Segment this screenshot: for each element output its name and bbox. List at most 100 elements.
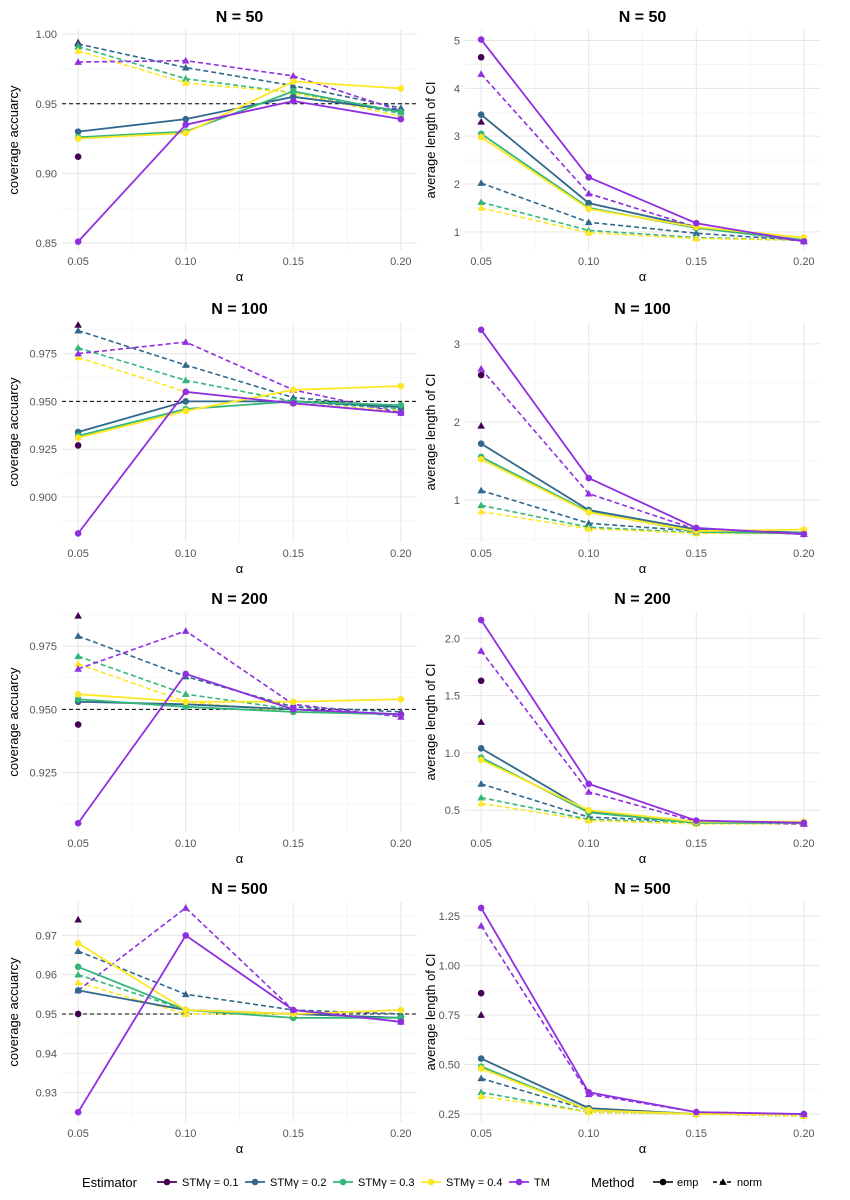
data-point-TM-emp xyxy=(692,219,700,227)
y-tick-label: 3 xyxy=(454,339,460,351)
y-tick-label: 0.95 xyxy=(36,99,57,111)
data-point-STM04-norm xyxy=(74,47,82,54)
data-point-STM03-emp xyxy=(397,401,405,409)
data-point-STM03-emp xyxy=(289,87,297,95)
x-tick-label: 0.20 xyxy=(793,256,814,268)
x-tick-label: 0.05 xyxy=(470,1128,491,1140)
data-point-TM-norm xyxy=(477,70,485,77)
data-point-STM02-emp xyxy=(74,987,82,994)
data-point-STM04-emp xyxy=(74,434,82,442)
data-point-STM02-emp xyxy=(477,745,485,752)
series-line-TM-emp xyxy=(480,907,804,1115)
data-point-STM04-emp xyxy=(182,407,190,415)
data-point-STM04-emp xyxy=(477,1065,485,1072)
data-point-TM-norm xyxy=(477,921,485,929)
panel-title: N = 100 xyxy=(614,301,671,318)
series-line-TM-norm xyxy=(77,630,401,718)
data-point-STM02-norm xyxy=(477,1074,485,1082)
data-point-STM03-norm xyxy=(477,1088,485,1096)
x-tick-label: 0.05 xyxy=(470,256,491,268)
x-tick-label: 0.15 xyxy=(283,256,304,268)
x-tick-label: 0.20 xyxy=(390,256,411,268)
data-point-STM04-emp xyxy=(477,133,485,141)
data-point-TM-norm xyxy=(289,72,298,79)
data-point-STM02-emp xyxy=(182,398,190,405)
legend-key-marker xyxy=(427,1178,435,1186)
legend-key-marker xyxy=(339,1178,347,1186)
series-line-TM-norm xyxy=(480,650,804,825)
data-point-TM-emp xyxy=(182,121,190,128)
data-point-STM04-norm xyxy=(477,507,485,515)
data-point-STM03-emp xyxy=(397,108,405,116)
panel-title: N = 100 xyxy=(211,301,268,318)
data-point-STM01-norm xyxy=(74,915,82,923)
data-point-TM-emp xyxy=(182,388,190,396)
data-point-TM-emp xyxy=(585,1088,593,1096)
x-axis-label: α xyxy=(236,269,244,284)
data-point-STM03-norm xyxy=(74,42,82,50)
y-tick-label: 0.925 xyxy=(29,444,57,456)
series-line-TM-emp xyxy=(77,672,401,824)
legend-title-estimator: Estimator xyxy=(82,1175,138,1190)
data-point-STM01-emp xyxy=(477,677,485,685)
data-point-TM-emp xyxy=(74,1108,82,1116)
y-axis-label: average length of CI xyxy=(423,663,438,780)
data-point-STM04-emp xyxy=(397,1006,405,1014)
data-point-STM04-emp xyxy=(289,698,297,706)
data-point-STM02-norm xyxy=(477,780,485,787)
data-point-STM02-emp xyxy=(477,1055,485,1062)
data-point-TM-emp xyxy=(74,530,82,537)
data-point-STM01-emp xyxy=(477,53,485,61)
data-point-STM04-emp xyxy=(182,1006,190,1014)
x-axis-label: α xyxy=(639,561,647,576)
panel-2: 0.05 0.10 0.15 0.20 1 2 3 4 5 α average length of … xyxy=(423,9,820,284)
data-point-STM03-emp xyxy=(182,703,190,711)
data-point-STM04-norm xyxy=(477,204,485,211)
data-point-TM-norm xyxy=(477,365,485,372)
data-point-STM01-emp xyxy=(74,442,82,449)
legend-label-norm: norm xyxy=(737,1177,762,1189)
data-point-TM-emp xyxy=(182,670,190,678)
y-tick-label: 0.50 xyxy=(439,1060,460,1072)
panel-title: N = 50 xyxy=(216,9,264,26)
data-point-STM01-norm xyxy=(74,611,82,619)
data-point-STM04-emp xyxy=(800,526,808,533)
data-point-TM-emp xyxy=(585,474,593,482)
data-point-STM04-emp xyxy=(74,135,82,142)
data-point-STM04-emp xyxy=(397,695,405,703)
data-point-STM04-emp xyxy=(585,509,593,516)
series-line-STM03-emp xyxy=(78,90,402,139)
x-tick-label: 0.15 xyxy=(686,256,707,268)
y-tick-label: 0.94 xyxy=(36,1048,57,1060)
data-point-TM-emp xyxy=(800,1110,808,1118)
panel-6: 0.05 0.10 0.15 0.20 0.5 1.0 1.5 2.0 α average len… xyxy=(423,591,820,866)
data-point-STM02-norm xyxy=(74,947,82,954)
data-point-STM04-norm xyxy=(584,228,593,236)
x-tick-label: 0.05 xyxy=(67,548,88,560)
y-tick-label: 2.0 xyxy=(445,633,460,645)
data-point-STM02-norm xyxy=(477,179,485,186)
data-point-STM02-norm xyxy=(477,486,485,494)
data-point-STM03-norm xyxy=(181,74,190,82)
data-point-STM01-emp xyxy=(74,1010,82,1018)
data-point-TM-norm xyxy=(181,904,190,911)
x-tick-label: 0.10 xyxy=(578,1128,599,1140)
data-point-STM01-norm xyxy=(477,421,485,429)
x-tick-label: 0.10 xyxy=(175,548,196,560)
data-point-TM-emp xyxy=(477,616,485,624)
series-line-STM03-emp xyxy=(78,698,401,716)
legend-key-marker xyxy=(251,1178,259,1186)
y-tick-label: 2 xyxy=(454,179,460,191)
data-point-STM01-norm xyxy=(74,321,82,328)
data-point-STM02-emp xyxy=(585,199,593,207)
data-point-TM-emp xyxy=(289,706,297,713)
data-point-STM01-norm xyxy=(477,118,485,125)
data-point-TM-emp xyxy=(800,819,808,827)
data-point-STM01-emp xyxy=(477,371,485,379)
data-point-STM01-norm xyxy=(477,718,485,725)
panel-title: N = 500 xyxy=(614,881,671,898)
data-point-TM-emp xyxy=(692,1108,700,1116)
x-axis-label: α xyxy=(639,851,647,866)
x-tick-label: 0.15 xyxy=(686,548,707,560)
